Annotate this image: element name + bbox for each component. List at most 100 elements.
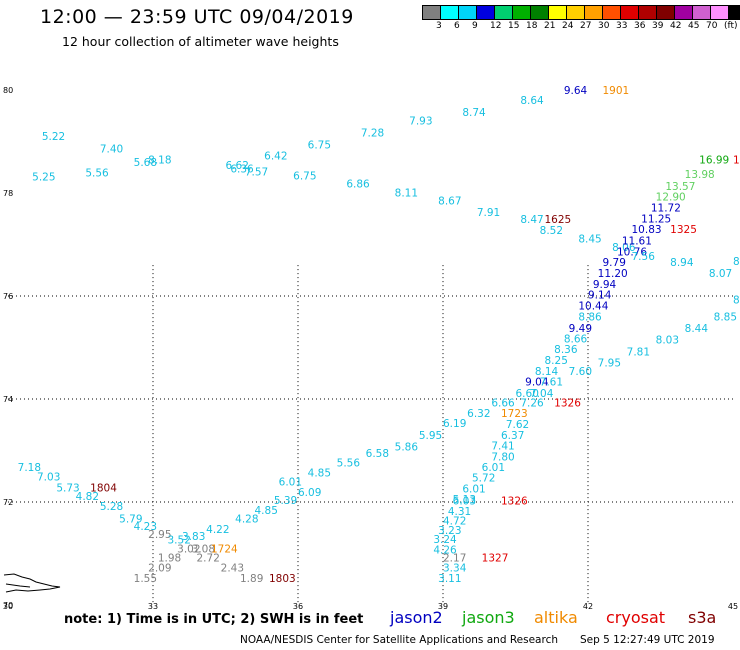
wave-height-label: 4.31 (448, 506, 471, 518)
wave-height-label: 11.72 (651, 203, 681, 215)
wave-height-label: 6.36 (230, 163, 254, 175)
wave-height-label: 1901 (603, 85, 630, 97)
wave-height-label: 4.82 (76, 491, 99, 503)
wave-height-label: 1724 (211, 543, 238, 555)
wave-height-label: 6.75 (308, 140, 331, 152)
wave-height-label: 7.40 (100, 143, 123, 155)
wave-height-label: 8.18 (148, 155, 171, 167)
wave-height-label: 8.85 (714, 312, 737, 324)
wave-height-label: 8.86 (578, 312, 602, 324)
wave-height-label: 7.60 (569, 366, 592, 378)
wave-height-label: 3.83 (182, 531, 205, 543)
legend-label: 36 (634, 21, 646, 31)
wave-height-label: 8.64 (520, 95, 544, 107)
wave-height-label: 8.74 (462, 107, 486, 119)
wave-height-label: 5.22 (42, 131, 65, 143)
wave-height-label: 6.66 (491, 398, 515, 410)
wave-height-label: 7.56 (632, 251, 656, 263)
page-title: 12:00 — 23:59 UTC 09/04/2019 (40, 6, 354, 28)
legend-label: 18 (526, 21, 538, 31)
wave-height-label: 3.23 (438, 525, 461, 537)
wave-height-label: 8.25 (545, 355, 568, 367)
wave-height-label: 1723 (501, 408, 528, 420)
y-tick-label: 78 (3, 189, 13, 198)
wave-height-label: 2.09 (148, 563, 171, 575)
wave-height-label: 7.93 (409, 116, 432, 128)
wave-height-label: 7.18 (18, 462, 41, 474)
wave-height-label: 9.94 (593, 279, 617, 291)
wave-height-label: 6.42 (264, 151, 287, 163)
wave-height-label: 3.11 (438, 573, 461, 585)
wave-height-label: 8.06 (612, 242, 636, 254)
wave-height-label: 7.28 (361, 127, 384, 139)
wave-height-label: 7.81 (627, 347, 650, 359)
wave-height-label: 7.62 (506, 419, 529, 431)
wave-height-label: 7.41 (491, 440, 514, 452)
wave-height-label: 1 (733, 155, 740, 167)
wave-height-label: 16.99 (699, 155, 729, 167)
wave-height-label: 5.73 (56, 483, 79, 495)
wave-height-label: 5.79 (119, 514, 142, 526)
x-tick-label: 33 (148, 602, 158, 610)
wave-height-label: 1327 (482, 553, 509, 565)
wave-height-label: 11.61 (622, 236, 652, 248)
wave-height-label: 9.49 (569, 323, 592, 335)
wave-height-label: 13.57 (665, 181, 695, 193)
wave-height-label: 1.55 (134, 573, 157, 585)
x-tick-label: 45 (728, 602, 738, 610)
wave-height-label: 8.94 (670, 257, 694, 269)
wave-height-label: 13.98 (685, 169, 715, 181)
legend-label: 39 (652, 21, 664, 31)
wave-height-label: 11.20 (598, 268, 628, 280)
wave-height-label: 6.86 (346, 178, 370, 190)
wave-height-label: 8.11 (395, 188, 418, 200)
wave-height-label: 9.04 (525, 377, 549, 389)
wave-height-label: 3.24 (433, 534, 457, 546)
x-tick-label: 36 (293, 602, 303, 610)
wave-height-label: 5.86 (395, 442, 419, 454)
wave-height-label: 5.56 (337, 457, 361, 469)
wave-height-label: 8.66 (564, 333, 588, 345)
wave-height-label: 7.95 (598, 358, 621, 370)
wave-height-label: 3.02 (177, 543, 200, 555)
wave-height-label: 8.36 (554, 344, 578, 356)
wave-height-label: 9.64 (564, 85, 588, 97)
y-tick-label: 70 (3, 601, 13, 610)
wave-height-label: 2.95 (148, 529, 171, 541)
wave-height-label: 11.25 (641, 213, 671, 225)
wave-height-label: 1326 (554, 398, 581, 410)
wave-height-label: 4.23 (134, 521, 157, 533)
wave-height-label: 4.22 (206, 524, 229, 536)
generated-timestamp: Sep 5 12:27:49 UTC 2019 (580, 634, 715, 646)
wave-height-label: 8.52 (540, 225, 563, 237)
x-tick-label: 30 (3, 602, 13, 610)
wave-height-label: 4.28 (235, 514, 258, 526)
wave-height-label: 5.72 (472, 472, 495, 484)
wave-height-label: 3.34 (443, 563, 467, 575)
legend-label: 42 (670, 21, 682, 31)
wave-height-label: 1804 (90, 483, 117, 495)
wave-height-label: 12.90 (656, 192, 686, 204)
color-legend (422, 5, 740, 20)
wave-height-label: 4.85 (308, 467, 331, 479)
wave-height-label: 3.52 (168, 535, 191, 547)
legend-label: 21 (544, 21, 556, 31)
legend-label: 3 (436, 21, 442, 31)
wave-height-label: 9.14 (588, 290, 612, 302)
wave-height-label: 2.17 (443, 553, 466, 565)
wave-height-label: 1.89 (240, 573, 263, 585)
legend-label: 33 (616, 21, 628, 31)
wave-height-label: 8 (733, 256, 740, 268)
wave-height-label: 6.32 (467, 408, 490, 420)
wave-height-map: 30 33 36 39 42 45 80 78 76 74 72 70 5.22 7.40 8.18 6.62… (3, 85, 740, 610)
wave-height-label: 7.04 (530, 388, 554, 400)
satellite-altika: altika (534, 608, 578, 627)
wave-height-label: 8.47 (520, 214, 543, 226)
wave-height-label: 5.28 (100, 501, 123, 513)
satellite-cryosat: cryosat (606, 608, 666, 627)
wave-height-label: 4.26 (433, 545, 457, 557)
wave-height-label: 10.76 (617, 246, 647, 258)
wave-height-label: 6.01 (279, 477, 302, 489)
legend-label: 24 (562, 21, 574, 31)
wave-height-label: 6.58 (366, 448, 389, 460)
